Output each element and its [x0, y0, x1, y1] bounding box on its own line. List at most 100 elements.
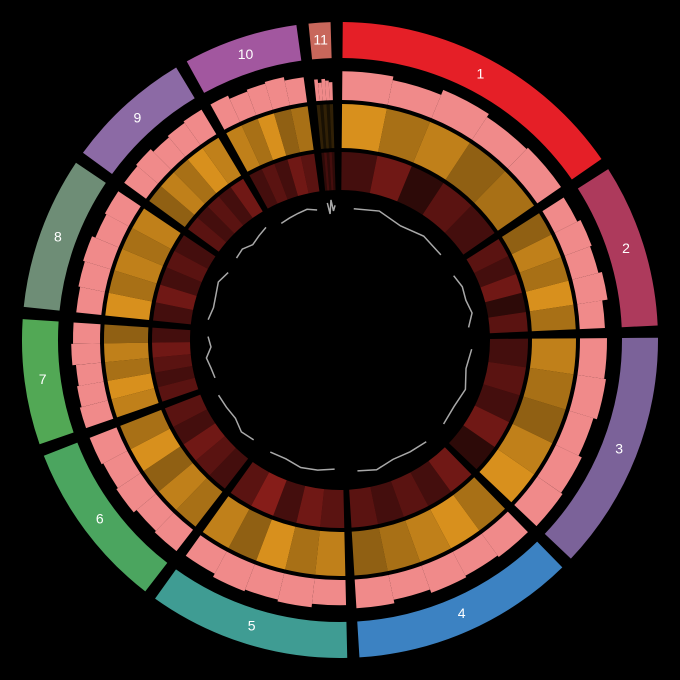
heatmap-cell [105, 358, 151, 381]
heatmap-cell [351, 528, 388, 576]
heatmap-cell [413, 121, 470, 180]
heatmap-cell [378, 520, 421, 572]
histogram-bar [79, 400, 114, 429]
heatmap-cell [261, 163, 288, 204]
heatmap-cell [197, 206, 235, 243]
histogram-bar [185, 535, 227, 574]
heatmap-cell [331, 152, 336, 191]
chromosome-label: 6 [96, 510, 104, 526]
histogram-bar [555, 410, 594, 456]
heatmap-cell [228, 509, 272, 561]
heatmap-cell [152, 354, 193, 373]
histogram-bar [246, 83, 273, 116]
histogram-bar [154, 512, 194, 552]
heatmap-cell [519, 257, 569, 292]
histogram-bar [72, 322, 101, 344]
heatmap-cell [488, 311, 528, 334]
histogram-bar [314, 79, 320, 102]
heatmap-cell [485, 292, 526, 318]
heatmap-cell [202, 496, 250, 549]
line-track [442, 348, 473, 425]
histogram-bar [76, 286, 105, 316]
histogram-bar [104, 191, 141, 227]
heatmap-cell [160, 172, 205, 215]
line-track [269, 451, 335, 471]
heatmap-cell [173, 409, 216, 445]
heatmap-cell [453, 477, 506, 531]
heatmap-cell [111, 388, 159, 418]
line-track [205, 336, 216, 379]
heatmap-cell [207, 196, 244, 234]
histogram-bar [537, 444, 582, 493]
heatmap-cell [130, 428, 181, 471]
heatmap-cell [525, 280, 574, 312]
heatmap-cell [290, 106, 314, 153]
histogram-bar [542, 197, 578, 233]
heatmap-cell [445, 142, 505, 203]
heatmap-cell [390, 472, 429, 517]
histogram-bar [577, 338, 607, 379]
chromosome [155, 569, 348, 658]
heatmap-cell [474, 384, 520, 423]
histogram-bar [95, 214, 129, 248]
histogram-bar [83, 236, 119, 270]
histogram-bar [514, 476, 563, 527]
chromosome-label: 11 [313, 31, 328, 47]
chromosome [43, 442, 168, 592]
line-track [207, 272, 229, 320]
heatmap-cell [105, 292, 152, 321]
heatmap-cell [463, 405, 510, 447]
heatmap-cell [430, 494, 480, 549]
heatmap-cell [160, 267, 202, 296]
heatmap-cell [326, 152, 332, 191]
heatmap-cell [329, 104, 335, 149]
line-track [217, 394, 255, 441]
heatmap-cell [329, 152, 334, 191]
heatmap-cell [370, 481, 404, 525]
heatmap-cell [209, 448, 249, 489]
heatmap-cell [274, 159, 299, 200]
chromosome-label: 7 [39, 371, 47, 387]
heatmap-cell [149, 186, 195, 227]
heatmap-cell [444, 205, 495, 255]
histogram-bar [116, 473, 156, 513]
heatmap-cell [296, 485, 325, 527]
chromosome-label: 10 [238, 46, 254, 62]
histogram-bar [245, 564, 285, 600]
histogram-bar [136, 149, 172, 184]
histogram-bar [507, 147, 562, 204]
heatmap-cell [529, 304, 576, 332]
histogram-bar [321, 78, 327, 101]
line-track [280, 208, 318, 224]
histogram-bar [284, 77, 308, 106]
chromosome [342, 22, 602, 180]
histogram-bar [569, 374, 606, 420]
heatmap-cell [164, 394, 207, 427]
chromosome-label: 1 [476, 66, 484, 82]
heatmap-cell [155, 284, 197, 310]
heatmap-cell [326, 104, 332, 149]
heatmap-cell [230, 462, 270, 506]
heatmap-cell [187, 148, 229, 194]
histogram-bar [210, 95, 240, 130]
line-track [453, 275, 473, 328]
histogram-bar [572, 271, 608, 305]
histogram-bar [78, 261, 111, 292]
chromosome [577, 169, 658, 328]
histogram-bar [564, 246, 599, 280]
histogram-bar [342, 71, 394, 105]
heatmap-cell [218, 187, 253, 226]
heatmap-cell [511, 234, 561, 273]
line-track [235, 226, 267, 259]
heatmap-cell [315, 530, 346, 577]
heatmap-cell [251, 472, 287, 516]
histogram-bar [577, 300, 605, 330]
histogram-bar [354, 575, 395, 609]
heatmap-cell [480, 274, 522, 303]
histogram-bar [229, 91, 257, 122]
heatmap-cell [249, 169, 278, 209]
heatmap-cell [428, 447, 472, 492]
heatmap-cell [474, 256, 517, 288]
heatmap-cell [202, 137, 242, 184]
chromosome-label: 8 [54, 228, 62, 244]
